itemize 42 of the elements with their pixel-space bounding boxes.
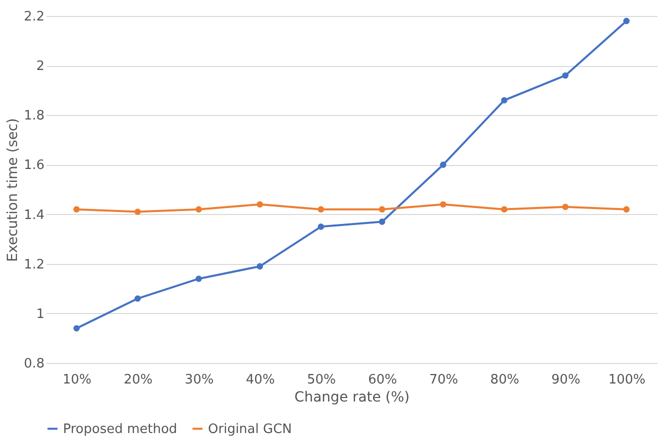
point bbox=[562, 204, 569, 210]
y-tick-label: 2 bbox=[36, 59, 44, 74]
x-tick-label: 70% bbox=[429, 372, 458, 388]
point bbox=[196, 206, 202, 212]
legend-label: Proposed method bbox=[63, 422, 178, 437]
y-tick-label: 1.4 bbox=[24, 208, 44, 223]
x-tick-label: 100% bbox=[608, 372, 646, 388]
x-tick-label: 60% bbox=[368, 372, 398, 388]
y-tick-label: 0.8 bbox=[24, 356, 44, 372]
point bbox=[73, 206, 80, 212]
x-tick-label: 80% bbox=[490, 372, 520, 388]
y-axis-title: Execution time (sec) bbox=[4, 118, 21, 262]
point bbox=[134, 295, 141, 302]
point bbox=[623, 18, 630, 24]
point bbox=[256, 201, 264, 208]
point bbox=[196, 276, 202, 282]
x-tick-label: 10% bbox=[62, 372, 92, 388]
x-tick-label: 20% bbox=[124, 372, 153, 388]
y-tick-label: 1.2 bbox=[24, 257, 44, 272]
legend-label: Original GCN bbox=[208, 422, 292, 437]
point bbox=[318, 206, 324, 212]
point bbox=[134, 208, 141, 215]
point bbox=[440, 201, 446, 208]
point bbox=[562, 72, 569, 79]
x-tick-label: 40% bbox=[246, 372, 275, 388]
point bbox=[73, 325, 80, 332]
point bbox=[623, 206, 630, 212]
point bbox=[378, 206, 386, 212]
y-tick-label: 2.2 bbox=[24, 10, 44, 24]
point bbox=[501, 206, 508, 212]
point bbox=[440, 162, 446, 168]
x-tick-label: 50% bbox=[306, 372, 336, 388]
x-tick-label: 90% bbox=[551, 372, 580, 388]
point bbox=[501, 97, 508, 104]
y-tick-label: 1.8 bbox=[24, 108, 44, 124]
y-tick-label: 1.6 bbox=[24, 158, 44, 174]
y-tick-label: 1 bbox=[36, 306, 44, 322]
point bbox=[256, 263, 264, 270]
point bbox=[378, 218, 386, 225]
point bbox=[318, 224, 324, 230]
x-tick-label: 30% bbox=[184, 372, 214, 388]
x-axis-title: Change rate (%) bbox=[294, 390, 410, 406]
